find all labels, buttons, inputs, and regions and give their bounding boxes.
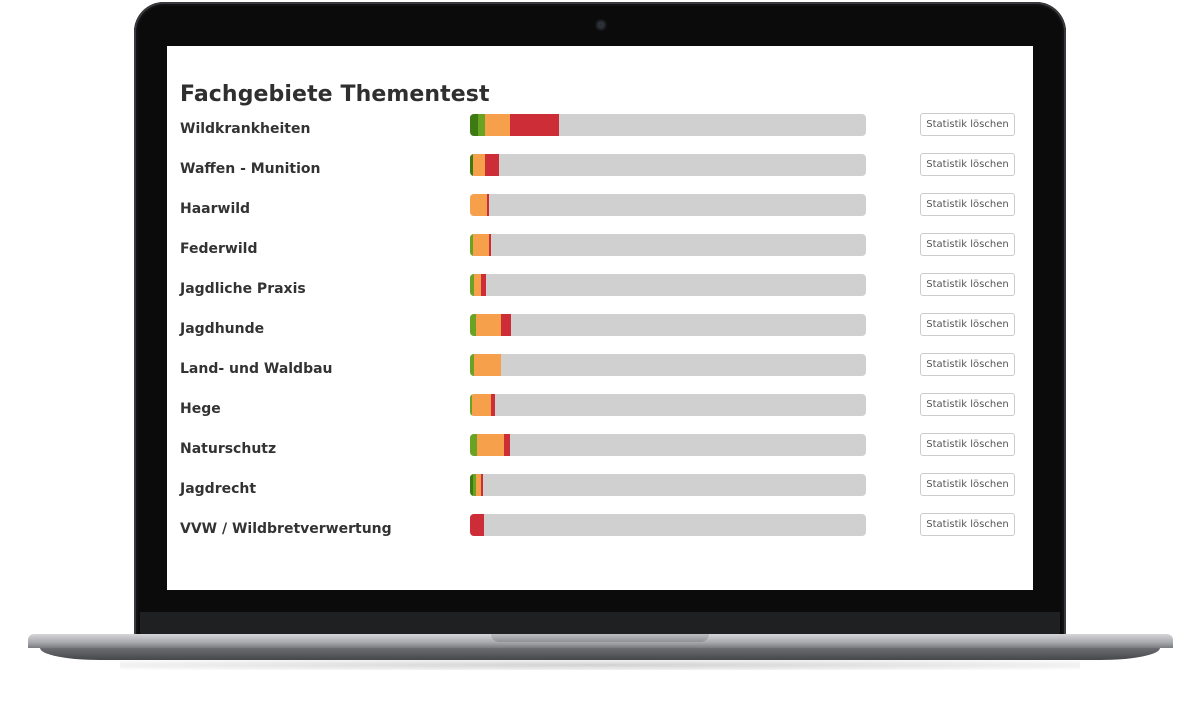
topic-progress-bar [470, 474, 866, 496]
topic-label: Land- und Waldbau [180, 361, 333, 377]
clear-statistics-button[interactable]: Statistik löschen [920, 433, 1015, 456]
progress-segment-orange [475, 314, 501, 336]
topic-row: Wildkrankheiten Statistik löschen [167, 113, 1033, 145]
clear-statistics-button[interactable]: Statistik löschen [920, 313, 1015, 336]
topic-label: VVW / Wildbretverwertung [180, 521, 392, 537]
progress-segment-red [503, 434, 510, 456]
topic-progress-bar [470, 274, 866, 296]
camera-dot [597, 21, 605, 29]
progress-segment-orange [473, 154, 486, 176]
progress-segment-orange [485, 114, 510, 136]
progress-segment-red [485, 154, 499, 176]
progress-segment-red [470, 514, 484, 536]
topic-progress-bar [470, 514, 866, 536]
progress-segment-green [473, 474, 477, 496]
topic-row: Jagdhunde Statistik löschen [167, 313, 1033, 345]
topic-progress-bar [470, 194, 866, 216]
topic-label: Jagdrecht [180, 481, 257, 497]
progress-segment-red [481, 474, 483, 496]
topic-row: Haarwild Statistik löschen [167, 193, 1033, 225]
clear-statistics-button[interactable]: Statistik löschen [920, 153, 1015, 176]
topic-progress-bar [470, 154, 866, 176]
progress-segment-dark-green [470, 474, 474, 496]
progress-segment-green [470, 354, 474, 376]
clear-statistics-button[interactable]: Statistik löschen [920, 113, 1015, 136]
progress-segment-green [470, 394, 472, 416]
laptop-bezel-bottom [140, 612, 1060, 636]
progress-segment-red [489, 234, 491, 256]
topic-progress-bar [470, 114, 866, 136]
topic-progress-bar [470, 314, 866, 336]
topic-progress-bar [470, 394, 866, 416]
topic-label: Jagdliche Praxis [180, 281, 306, 297]
topic-label: Hege [180, 401, 221, 417]
topic-row: Waffen - Munition Statistik löschen [167, 153, 1033, 185]
progress-segment-red [487, 194, 489, 216]
progress-segment-red [509, 114, 560, 136]
progress-segment-orange [470, 194, 488, 216]
topic-label: Wildkrankheiten [180, 121, 311, 137]
clear-statistics-button[interactable]: Statistik löschen [920, 233, 1015, 256]
progress-segment-red [481, 274, 486, 296]
clear-statistics-button[interactable]: Statistik löschen [920, 513, 1015, 536]
progress-segment-orange [473, 354, 501, 376]
clear-statistics-button[interactable]: Statistik löschen [920, 473, 1015, 496]
app-screen: Fachgebiete Thementest Wildkrankheiten St… [167, 46, 1033, 590]
clear-statistics-button[interactable]: Statistik löschen [920, 393, 1015, 416]
topic-row: Naturschutz Statistik löschen [167, 433, 1033, 465]
page-title: Fachgebiete Thementest [180, 82, 490, 107]
topic-progress-bar [470, 234, 866, 256]
progress-segment-orange [476, 434, 504, 456]
topic-row: Jagdliche Praxis Statistik löschen [167, 273, 1033, 305]
laptop-base-edge [40, 648, 1160, 660]
progress-segment-orange [473, 234, 489, 256]
topic-row: Hege Statistik löschen [167, 393, 1033, 425]
topic-row: VVW / Wildbretverwertung Statistik lösche… [167, 513, 1033, 545]
progress-segment-green [470, 434, 477, 456]
topic-label: Waffen - Munition [180, 161, 321, 177]
topic-progress-bar [470, 354, 866, 376]
topic-label: Federwild [180, 241, 258, 257]
topic-label: Jagdhunde [180, 321, 265, 337]
progress-segment-dark-green [470, 154, 474, 176]
topic-row: Jagdrecht Statistik löschen [167, 473, 1033, 505]
progress-segment-orange [473, 274, 482, 296]
progress-segment-green [470, 274, 474, 296]
progress-segment-red [500, 314, 511, 336]
progress-segment-green [470, 234, 474, 256]
topic-row: Federwild Statistik löschen [167, 233, 1033, 265]
progress-segment-green [470, 314, 476, 336]
clear-statistics-button[interactable]: Statistik löschen [920, 353, 1015, 376]
progress-segment-orange [471, 394, 492, 416]
topic-progress-bar [470, 434, 866, 456]
topic-row: Land- und Waldbau Statistik löschen [167, 353, 1033, 385]
progress-segment-green [477, 114, 486, 136]
progress-segment-orange [476, 474, 482, 496]
clear-statistics-button[interactable]: Statistik löschen [920, 273, 1015, 296]
laptop-shadow [120, 660, 1080, 670]
topic-label: Naturschutz [180, 441, 277, 457]
topic-label: Haarwild [180, 201, 251, 217]
laptop-hinge-notch [491, 634, 709, 642]
progress-segment-dark-green [470, 114, 478, 136]
progress-segment-red [491, 394, 495, 416]
clear-statistics-button[interactable]: Statistik löschen [920, 193, 1015, 216]
